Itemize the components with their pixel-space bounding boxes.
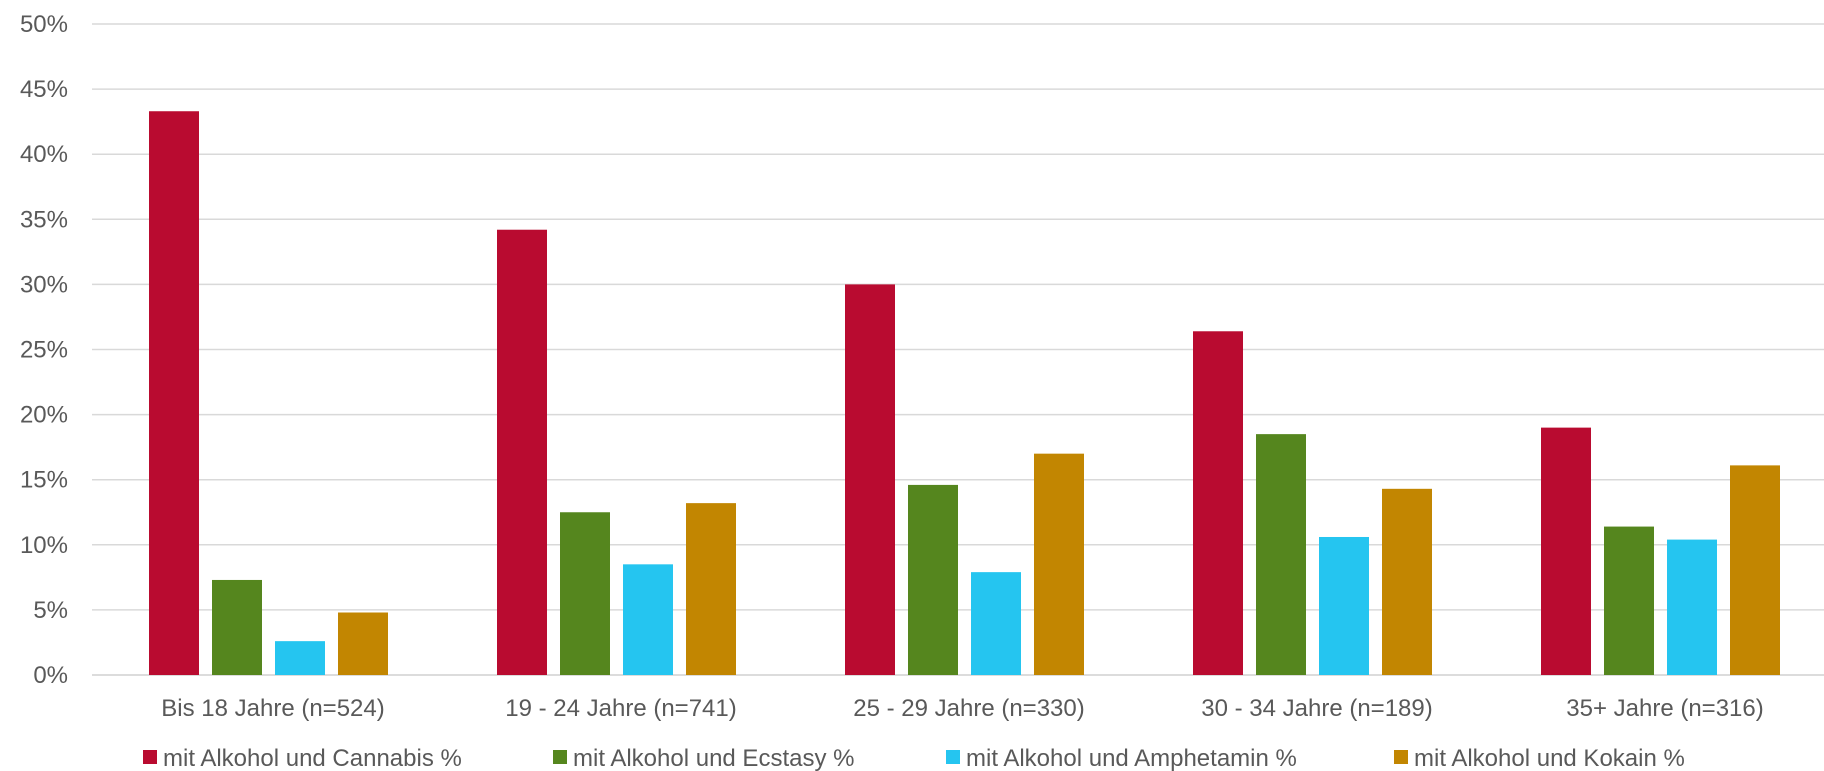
- bar: [1319, 536, 1369, 675]
- bar: [1193, 331, 1243, 675]
- x-tick-label: 30 - 34 Jahre (n=189): [1201, 695, 1432, 722]
- y-tick-label: 50%: [20, 11, 68, 38]
- bar: [1541, 427, 1591, 675]
- x-axis: Bis 18 Jahre (n=524) 19 - 24 Jahre (n=741…: [161, 695, 1763, 722]
- legend-label: mit Alkohol und Kokain %: [1414, 745, 1685, 771]
- y-tick-label: 25%: [20, 337, 68, 364]
- y-axis: 0% 5% 10% 15% 20% 25% 30% 35% 40% 45% 50%: [20, 11, 68, 689]
- legend-swatch: [553, 750, 567, 764]
- bars: [149, 111, 1780, 675]
- y-tick-label: 5%: [33, 597, 68, 624]
- x-tick-label: Bis 18 Jahre (n=524): [161, 695, 384, 722]
- x-tick-label: 35+ Jahre (n=316): [1566, 695, 1763, 722]
- legend-swatch: [143, 750, 157, 764]
- bar: [275, 641, 325, 675]
- bar: [908, 484, 958, 675]
- bar: [560, 512, 610, 675]
- x-tick-label: 25 - 29 Jahre (n=330): [853, 695, 1084, 722]
- legend-label: mit Alkohol und Cannabis %: [163, 745, 462, 771]
- bar: [338, 612, 388, 675]
- bar: [149, 111, 199, 675]
- bar: [1256, 434, 1306, 675]
- legend-label: mit Alkohol und Ecstasy %: [573, 745, 854, 771]
- y-tick-label: 30%: [20, 271, 68, 298]
- bar: [1730, 465, 1780, 675]
- x-tick-label: 19 - 24 Jahre (n=741): [505, 695, 736, 722]
- y-tick-label: 40%: [20, 141, 68, 168]
- bar: [1667, 539, 1717, 675]
- y-tick-label: 20%: [20, 402, 68, 429]
- bar: [212, 579, 262, 675]
- bar: [623, 564, 673, 675]
- legend-label: mit Alkohol und Amphetamin %: [966, 745, 1297, 771]
- bar: [686, 503, 736, 675]
- bar: [497, 229, 547, 675]
- gridlines: [92, 23, 1824, 676]
- y-tick-label: 35%: [20, 206, 68, 233]
- y-tick-label: 0%: [33, 662, 68, 689]
- legend-swatch: [1394, 750, 1408, 764]
- bar: [845, 284, 895, 675]
- legend-swatch: [946, 750, 960, 764]
- bar: [1382, 488, 1432, 675]
- bar: [971, 572, 1021, 675]
- y-tick-label: 45%: [20, 76, 68, 103]
- bar: [1034, 453, 1084, 675]
- y-tick-label: 15%: [20, 467, 68, 494]
- legend: mit Alkohol und Cannabis % mit Alkohol un…: [143, 745, 1685, 771]
- bar: [1604, 526, 1654, 675]
- y-tick-label: 10%: [20, 532, 68, 559]
